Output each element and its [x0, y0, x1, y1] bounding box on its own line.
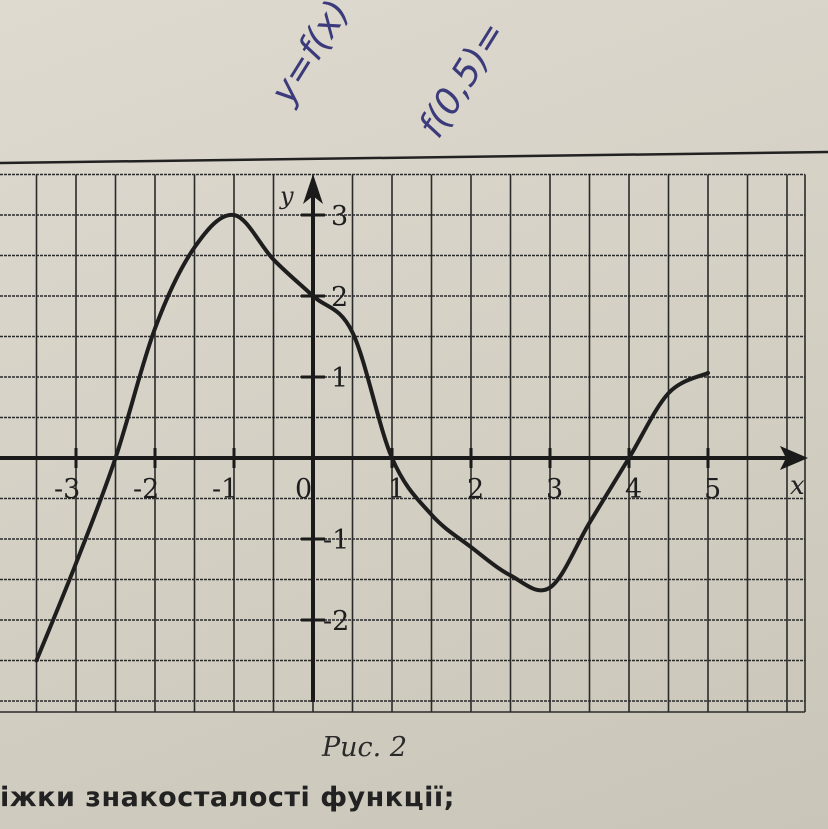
page-rule-line	[0, 150, 828, 165]
x-axis-arrow-icon	[780, 446, 808, 470]
y-axis-arrow-icon	[303, 174, 323, 204]
x-tick-label: 0	[295, 474, 312, 505]
body-text-line: іжки знакосталості функції;	[0, 782, 455, 813]
grid	[0, 173, 806, 713]
x-tick-label: -1	[212, 474, 238, 505]
y-tick-label: -1	[323, 525, 349, 556]
y-axis-label: y	[279, 182, 294, 210]
x-tick-label: 3	[546, 474, 563, 505]
x-axis-label: x	[790, 471, 805, 501]
y-tick-label: 1	[331, 363, 348, 394]
x-tick-label: 2	[467, 474, 484, 505]
x-tick-label: 5	[704, 474, 721, 505]
y-tick-label: 3	[331, 201, 348, 232]
y-tick-label: 2	[331, 282, 348, 313]
figure-caption: Рис. 2	[322, 732, 408, 763]
function-curve	[34, 212, 710, 663]
x-tick-label: -3	[54, 474, 80, 505]
x-tick-label: 1	[388, 474, 405, 505]
y-tick-label: -2	[323, 606, 349, 637]
x-tick-label: 4	[625, 474, 642, 505]
x-tick-label: -2	[133, 474, 159, 505]
axes	[0, 174, 808, 702]
